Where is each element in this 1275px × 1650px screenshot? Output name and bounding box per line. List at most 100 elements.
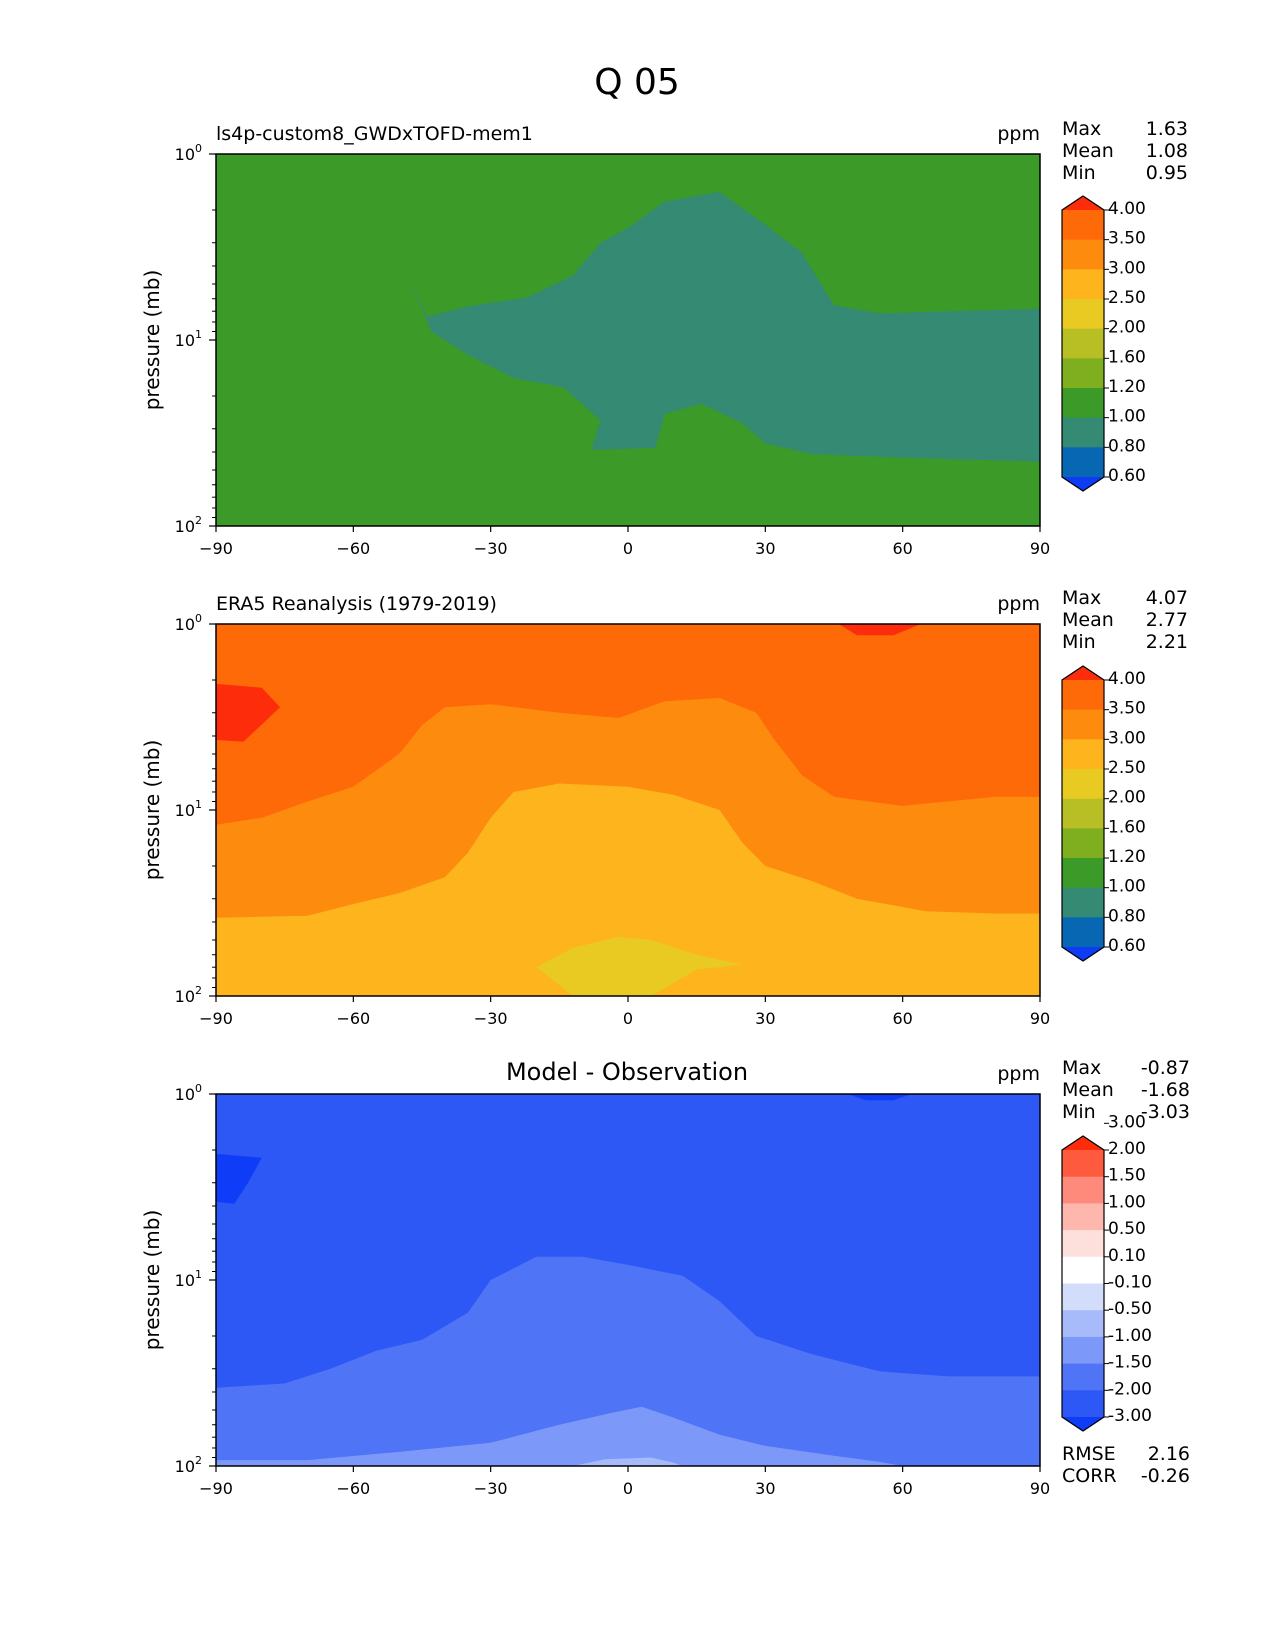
y-tick-label: 100 — [175, 612, 202, 634]
stat-value: -3.03 — [1141, 1101, 1190, 1123]
figure-title: Q 05 — [594, 62, 680, 103]
colorbar-over-arrow — [1062, 1136, 1104, 1150]
x-tick-label: −60 — [336, 539, 370, 558]
colorbar-segment — [1062, 858, 1104, 889]
colorbar-segment — [1062, 210, 1104, 241]
contour-band-2.5-3.0 — [216, 783, 1040, 996]
x-tick-label: 60 — [892, 539, 912, 558]
colorbar-label: 1.00 — [1108, 1192, 1146, 1212]
contour-band-2.0-1.5 — [216, 1256, 1040, 1466]
x-tick-label: 30 — [755, 539, 775, 558]
colorbar-label: 2.50 — [1108, 288, 1146, 308]
contour-field — [216, 1094, 1040, 1466]
colorbar-over-arrow — [1062, 196, 1104, 210]
colorbar-segment — [1062, 917, 1104, 948]
colorbar-segment — [1062, 239, 1104, 270]
stat-label: Min — [1062, 162, 1096, 184]
x-tick-label: 30 — [755, 1479, 775, 1498]
colorbar-label: 0.60 — [1108, 466, 1146, 486]
stat-label: Max — [1062, 1057, 1101, 1079]
colorbar-segment — [1062, 1256, 1104, 1284]
y-tick-label: 100 — [175, 1082, 202, 1104]
colorbar-label: -0.10 — [1108, 1273, 1152, 1293]
colorbar-segment — [1062, 269, 1104, 300]
colorbar-label: 1.00 — [1108, 407, 1146, 427]
colorbar-segment — [1062, 358, 1104, 389]
stat-label: Mean — [1062, 1079, 1114, 1101]
colorbar-segment — [1062, 417, 1104, 448]
y-tick-label: 101 — [175, 1268, 202, 1290]
contour-band-4.0-top-2 — [838, 624, 921, 636]
colorbar-label: 0.80 — [1108, 436, 1146, 456]
colorbar-under-arrow — [1062, 477, 1104, 491]
colorbar-over-arrow — [1062, 666, 1104, 680]
colorbar-segment — [1062, 1363, 1104, 1391]
stat-label: Max — [1062, 587, 1101, 609]
colorbar-label: 0.10 — [1108, 1246, 1146, 1266]
colorbar-label: 3.50 — [1108, 229, 1146, 249]
y-tick-label: 100 — [175, 142, 202, 164]
x-tick-label: −60 — [336, 1009, 370, 1028]
contour-field — [216, 624, 1040, 996]
stat-label: RMSE — [1062, 1443, 1116, 1465]
colorbar-segment — [1062, 388, 1104, 419]
y-tick-label: 102 — [175, 984, 202, 1006]
colorbar-label: 0.60 — [1108, 936, 1146, 956]
x-tick-label: −90 — [199, 1009, 233, 1028]
colorbar-label: 2.00 — [1108, 788, 1146, 808]
stat-value: 2.21 — [1146, 631, 1188, 653]
x-tick-label: 90 — [1030, 1479, 1050, 1498]
colorbar-label: 3.00 — [1108, 258, 1146, 278]
colorbar-under-arrow — [1062, 1417, 1104, 1431]
x-tick-label: 60 — [892, 1479, 912, 1498]
stat-label: Mean — [1062, 140, 1114, 162]
colorbar-label: -1.00 — [1108, 1326, 1152, 1346]
contour-band-2.0-2.5 — [536, 936, 743, 996]
panel-model: ls4p-custom8_GWDxTOFD-mem1 ppm pressure … — [140, 118, 1188, 558]
colorbar-label: 1.20 — [1108, 377, 1146, 397]
colorbar-segment — [1062, 328, 1104, 359]
colorbar-label: 0.80 — [1108, 906, 1146, 926]
panel-diff-ylabel: pressure (mb) — [140, 1210, 164, 1351]
stat-label: Min — [1062, 631, 1096, 653]
colorbar-segment — [1062, 739, 1104, 770]
colorbar-segment — [1062, 1310, 1104, 1338]
colorbar-label: -2.00 — [1108, 1379, 1152, 1399]
contour-band-min-2 — [847, 1094, 912, 1101]
panel-diff-title: Model - Observation — [506, 1058, 748, 1086]
colorbar-label: -3.00 — [1108, 1406, 1152, 1426]
panel-model-x-axis: −90 −60 −30 0 30 60 90 — [199, 526, 1050, 558]
stat-label: Mean — [1062, 609, 1114, 631]
contour-field — [216, 154, 1040, 526]
stat-value: -0.26 — [1141, 1465, 1190, 1487]
panel-era5-units: ppm — [997, 593, 1040, 615]
colorbar-label: 3.50 — [1108, 699, 1146, 719]
contour-band-1.5-1.0 — [216, 1406, 903, 1466]
stat-value: 0.95 — [1146, 162, 1188, 184]
y-tick-label: 101 — [175, 328, 202, 350]
panel-era5-title: ERA5 Reanalysis (1979-2019) — [216, 593, 497, 615]
stat-label: CORR — [1062, 1465, 1117, 1487]
x-tick-label: 0 — [623, 1479, 633, 1498]
colorbar-label: -0.50 — [1108, 1299, 1152, 1319]
colorbar-label: 0.50 — [1108, 1219, 1146, 1239]
x-tick-label: −90 — [199, 539, 233, 558]
panel-era5-x-axis: −90 −60 −30 0 30 60 90 — [199, 996, 1050, 1028]
colorbar-segment — [1062, 1150, 1104, 1178]
stat-value: 4.07 — [1146, 587, 1188, 609]
contour-band-min — [216, 1153, 262, 1204]
x-tick-label: 90 — [1030, 1009, 1050, 1028]
x-tick-label: −90 — [199, 1479, 233, 1498]
x-tick-label: 30 — [755, 1009, 775, 1028]
x-tick-label: −30 — [474, 1479, 508, 1498]
contour-band-1.0-0.5 — [573, 1457, 683, 1466]
colorbar-segment — [1062, 887, 1104, 918]
stat-value: 1.08 — [1146, 140, 1188, 162]
colorbar-segment — [1062, 709, 1104, 740]
colorbar-segment — [1062, 1203, 1104, 1231]
colorbar-label: 3.00 — [1108, 728, 1146, 748]
colorbar-label: 4.00 — [1108, 669, 1146, 689]
panel-model-units: ppm — [997, 123, 1040, 145]
colorbar-label: 1.60 — [1108, 347, 1146, 367]
